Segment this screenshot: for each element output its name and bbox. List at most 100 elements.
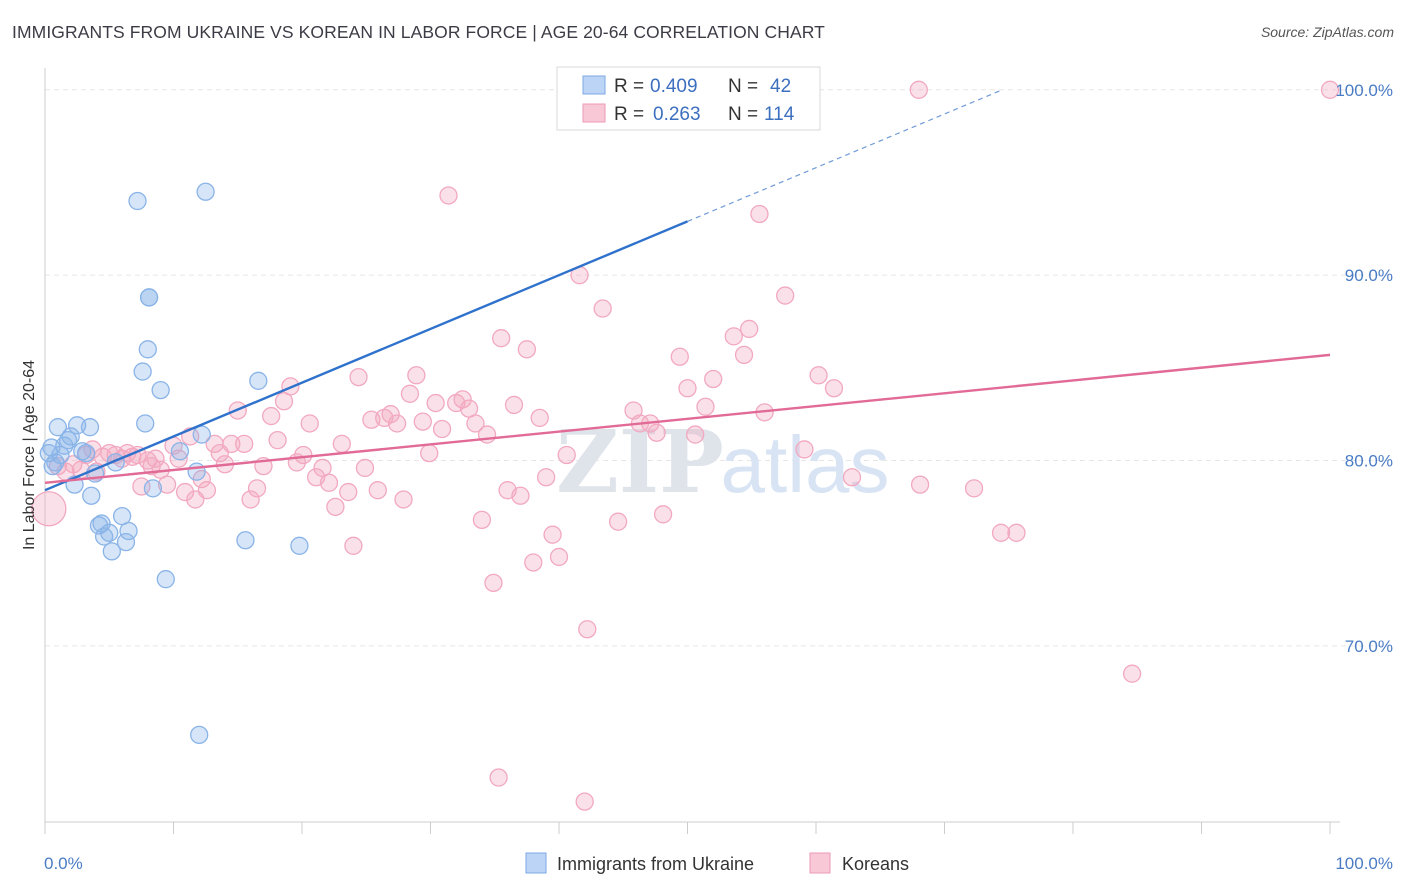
bottom-legend-swatch-koreans [809, 852, 831, 874]
point-korean [504, 395, 524, 415]
point-korean [578, 620, 597, 639]
point-korean [776, 286, 795, 305]
point-korean [344, 536, 363, 555]
y-tick-labels: 70.0% 80.0% 90.0% 100.0% [1335, 81, 1393, 656]
point-korean [824, 379, 844, 398]
trend-lines [44, 89, 1331, 492]
point-korean [489, 768, 508, 787]
point-ukraine [290, 536, 309, 555]
point-korean [453, 390, 472, 409]
top-legend: R = 0.409 N = 42 R = 0.263 N = 114 [556, 66, 821, 131]
point-korean [557, 445, 576, 465]
x-tick-label-min: 0.0% [44, 854, 83, 873]
point-korean [530, 408, 549, 428]
point-korean [339, 482, 358, 502]
watermark: ZIP atlas [556, 412, 889, 513]
point-korean [349, 367, 368, 387]
point-korean [394, 490, 413, 509]
point-korean [484, 573, 503, 593]
point-korean [734, 345, 754, 365]
legend-r-value-2: 0.263 [653, 104, 701, 125]
bottom-legend-label-koreans: Koreans [842, 854, 909, 874]
point-ukraine [151, 380, 170, 400]
point-korean [704, 369, 723, 389]
point-korean [439, 186, 458, 205]
point-korean [413, 412, 432, 431]
point-korean [750, 204, 769, 224]
point-ukraine [61, 427, 80, 446]
point-korean [222, 434, 241, 454]
point-korean [524, 553, 543, 572]
point-korean [795, 440, 814, 459]
point-ukraine [102, 542, 121, 561]
point-korean [355, 458, 375, 478]
legend-r-label-2: R = [614, 104, 644, 125]
point-korean [407, 366, 426, 385]
point-korean [517, 340, 537, 359]
point-korean [268, 430, 287, 450]
point-korean [842, 468, 862, 487]
point-ukraine [133, 362, 152, 381]
point-korean [300, 414, 319, 433]
point-korean [31, 491, 67, 527]
point-korean [511, 486, 530, 505]
point-korean [319, 473, 339, 492]
watermark-atlas: atlas [721, 420, 890, 509]
point-ukraine [128, 191, 147, 211]
point-ukraine [170, 442, 190, 461]
point-korean [724, 327, 743, 346]
point-korean [381, 405, 400, 424]
point-ukraine [196, 182, 215, 201]
point-korean [426, 393, 445, 413]
y-tick-label: 100.0% [1335, 81, 1393, 100]
point-ukraine [249, 371, 268, 390]
x-tick-label-max: 100.0% [1335, 854, 1393, 873]
trend-line-ukraine-extension [687, 89, 1003, 222]
point-ukraine [156, 570, 175, 589]
legend-r-value-1: 0.409 [650, 76, 698, 97]
legend-swatch-ukraine [582, 75, 606, 95]
point-ukraine [76, 443, 96, 463]
legend-n-label-2: N = [728, 104, 758, 125]
trend-line-ukraine [44, 220, 688, 492]
point-korean [543, 525, 562, 544]
point-korean [175, 482, 195, 502]
point-korean [696, 397, 715, 416]
point-korean [678, 379, 697, 398]
point-ukraine [89, 516, 109, 535]
point-korean [647, 423, 666, 442]
point-ukraine [119, 521, 138, 541]
point-korean [146, 449, 165, 468]
point-korean [740, 319, 759, 339]
point-korean [235, 434, 254, 454]
point-korean [1320, 80, 1340, 99]
point-korean [262, 406, 281, 426]
point-korean [809, 366, 828, 385]
point-korean [1122, 664, 1142, 683]
point-korean [964, 479, 984, 498]
point-korean [247, 479, 267, 498]
point-korean [197, 481, 217, 500]
bottom-legend-label-ukraine: Immigrants from Ukraine [557, 854, 754, 874]
y-axis-label: In Labor Force | Age 20-64 [21, 360, 38, 550]
point-korean [492, 329, 511, 348]
chart-title: IMMIGRANTS FROM UKRAINE VS KOREAN IN LAB… [12, 22, 825, 42]
point-korean [294, 445, 313, 465]
point-korean [132, 477, 151, 496]
point-ukraine [136, 414, 155, 433]
point-korean [332, 434, 351, 454]
legend-swatch-koreans [582, 103, 606, 123]
point-korean [241, 490, 260, 509]
point-korean [608, 512, 628, 531]
point-korean [472, 510, 492, 530]
chart-source: Source: ZipAtlas.com [1260, 24, 1394, 40]
point-korean [368, 481, 387, 500]
point-korean [432, 419, 452, 439]
gridlines [45, 89, 1390, 647]
point-ukraine [236, 531, 255, 550]
point-ukraine [51, 445, 70, 465]
point-ukraine [190, 725, 209, 745]
point-ukraine [82, 486, 101, 505]
point-korean [670, 347, 689, 366]
